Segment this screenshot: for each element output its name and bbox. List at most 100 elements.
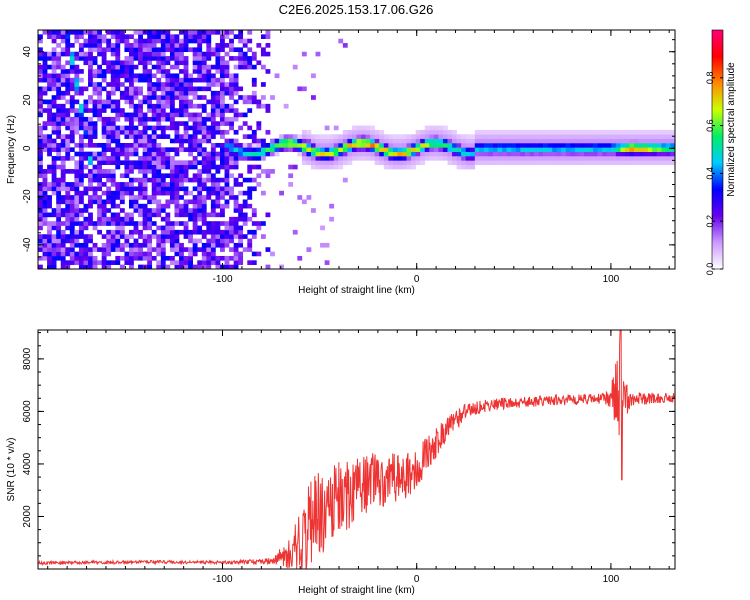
heatmap-cell	[138, 177, 143, 183]
heatmap-cell	[247, 238, 253, 244]
heatmap-cell	[97, 199, 102, 205]
heatmap-cell	[88, 182, 93, 187]
heatmap-cell	[224, 186, 230, 192]
heatmap-cell	[306, 151, 312, 157]
heatmap-cell	[106, 190, 112, 196]
heatmap-cell	[74, 182, 80, 187]
heatmap-cell	[483, 134, 489, 139]
heatmap-cell	[306, 129, 312, 135]
heatmap-cell	[210, 208, 216, 213]
heatmap-cell	[110, 108, 116, 113]
heatmap-cell	[638, 138, 644, 144]
heatmap-cell	[220, 177, 225, 183]
heatmap-cell	[92, 173, 98, 179]
heatmap-cell	[188, 260, 193, 265]
heatmap-cell	[183, 221, 189, 226]
heatmap-cell	[156, 99, 162, 105]
heatmap-cell	[452, 151, 457, 157]
heatmap-cell	[461, 156, 466, 161]
heatmap-cell	[192, 247, 198, 252]
heatmap-cell	[51, 86, 57, 92]
heatmap-cell	[179, 103, 184, 109]
heatmap-cell	[65, 134, 71, 139]
heatmap-cell	[584, 129, 589, 135]
heatmap-cell	[69, 77, 75, 83]
heatmap-cell	[615, 160, 621, 166]
heatmap-cell	[97, 247, 102, 252]
heatmap-cell	[210, 255, 216, 261]
heatmap-cell	[238, 208, 244, 213]
heatmap-cell	[165, 56, 171, 61]
heatmap-cell	[224, 203, 230, 209]
heatmap-cell	[561, 147, 567, 152]
heatmap-cell	[433, 134, 439, 139]
heatmap-cell	[101, 221, 107, 226]
heatmap-cell	[452, 129, 457, 135]
heatmap-cell	[165, 77, 171, 83]
heatmap-cell	[597, 156, 603, 161]
heatmap-cell	[210, 160, 216, 166]
heatmap-cell	[138, 99, 143, 105]
heatmap-cell	[251, 56, 257, 61]
heatmap-cell	[129, 142, 134, 148]
heatmap-cell	[156, 147, 162, 152]
heatmap-cell	[51, 225, 57, 231]
heatmap-cell	[529, 147, 535, 152]
heatmap-cell	[224, 190, 230, 196]
heatmap-cell	[251, 77, 257, 83]
heatmap-cell	[538, 156, 544, 161]
heatmap-cell	[210, 129, 216, 135]
heatmap-cell	[142, 64, 148, 70]
heatmap-cell	[129, 116, 134, 122]
heatmap-cell	[88, 82, 93, 87]
heatmap-cell	[543, 160, 548, 166]
heatmap-cell	[406, 134, 412, 139]
heatmap-cell	[74, 30, 80, 35]
heatmap-cell	[520, 138, 526, 144]
heatmap-cell	[129, 199, 134, 205]
heatmap-cell	[183, 147, 189, 152]
heatmap-cell	[215, 125, 221, 131]
y-tick-label: 4000	[22, 452, 33, 475]
heatmap-cell	[220, 34, 225, 39]
heatmap-cell	[133, 142, 139, 148]
heatmap-cell	[301, 134, 307, 139]
heatmap-cell	[192, 56, 198, 61]
heatmap-cell	[78, 47, 84, 53]
heatmap-cell	[256, 151, 262, 157]
heatmap-cell	[538, 142, 544, 148]
heatmap-cell	[624, 134, 630, 139]
heatmap-cell	[201, 203, 207, 209]
heatmap-cell	[220, 73, 225, 79]
heatmap-cell	[97, 156, 102, 161]
heatmap-cell	[51, 82, 57, 87]
heatmap-cell	[347, 151, 353, 157]
heatmap-cell	[233, 108, 239, 113]
heatmap-cell	[101, 208, 107, 213]
heatmap-cell	[38, 95, 43, 100]
heatmap-cell	[129, 112, 134, 118]
heatmap-cell	[206, 242, 212, 248]
heatmap-cell	[647, 129, 653, 135]
heatmap-cell	[129, 129, 134, 135]
heatmap-cell	[142, 169, 148, 174]
heatmap-cell	[38, 103, 43, 109]
heatmap-cell	[78, 103, 84, 109]
heatmap-cell	[611, 160, 617, 166]
heatmap-cell	[83, 216, 89, 222]
heatmap-cell	[88, 212, 93, 218]
heatmap-cell	[502, 160, 507, 166]
heatmap-cell	[78, 247, 84, 252]
heatmap-cell	[242, 142, 248, 148]
heatmap-cell	[115, 38, 121, 44]
heatmap-cell	[174, 112, 180, 118]
heatmap-cell	[233, 64, 239, 70]
heatmap-cell	[165, 225, 171, 231]
heatmap-cell	[42, 212, 48, 218]
heatmap-cell	[83, 234, 89, 239]
heatmap-cell	[92, 69, 98, 74]
heatmap-cell	[215, 95, 221, 100]
heatmap-cell	[38, 64, 43, 70]
heatmap-cell	[474, 138, 480, 144]
heatmap-cell	[42, 64, 48, 70]
